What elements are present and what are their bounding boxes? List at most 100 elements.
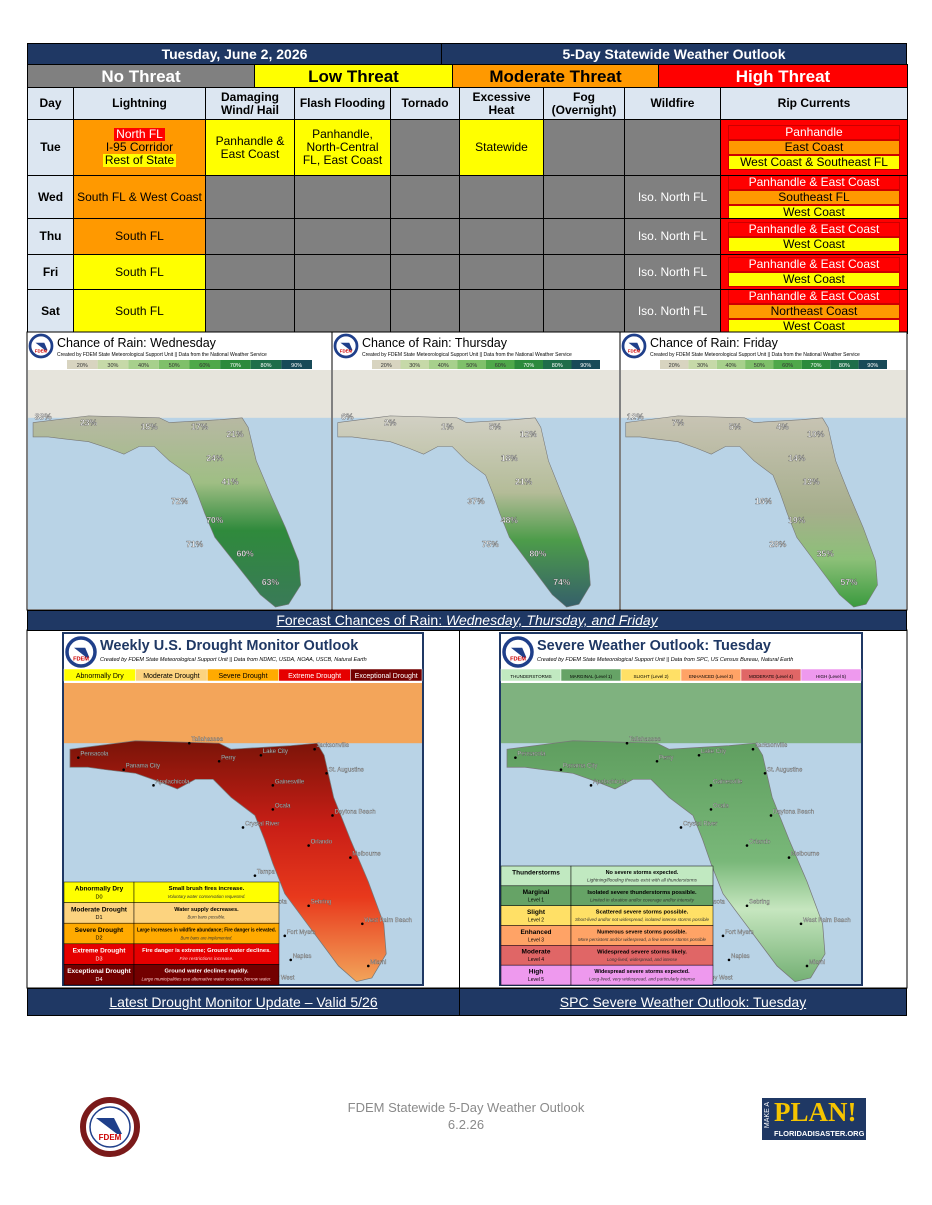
city-dot	[313, 747, 316, 751]
legend-label: 40%	[138, 363, 149, 369]
key-impact: Small brush fires increase.	[169, 886, 245, 892]
city-label: Panama City	[563, 764, 597, 770]
legend-swatch	[281, 360, 312, 369]
outlook-cell: Panhandle East Coast West Coast & Southeas…	[720, 119, 908, 176]
city-dot	[751, 747, 755, 751]
day-cell: Tue	[27, 119, 74, 176]
key-name: High	[529, 968, 543, 975]
legend-label: 60%	[199, 363, 210, 369]
city-label: Tampa	[695, 870, 714, 876]
legend-swatch	[745, 360, 774, 369]
outlook-cell	[543, 218, 625, 255]
legend-label: 70%	[230, 363, 241, 369]
rain-value: 14%	[788, 453, 805, 463]
cell-line: West Coast	[728, 272, 900, 287]
city-label: Perry	[659, 755, 673, 761]
city-label: Jacksonville	[317, 743, 350, 749]
legend-label: 60%	[782, 363, 793, 369]
land-north	[333, 370, 619, 418]
key-impact: Large increases in wildfire abundance; F…	[137, 927, 276, 933]
key-code: D4	[95, 977, 102, 983]
key-code: D0	[95, 894, 102, 900]
rain-map-credit: Created by FDEM State Meteorological Sup…	[57, 352, 267, 358]
outlook-cell	[205, 218, 295, 255]
key-name: Enhanced	[520, 929, 551, 936]
sea	[64, 683, 422, 984]
legend-label: 80%	[839, 363, 850, 369]
legend-label: 80%	[261, 363, 272, 369]
key-name-cell	[500, 905, 572, 926]
city-label: St. Augustine	[329, 767, 365, 773]
city-label: Tampa	[257, 870, 276, 876]
column-header: Damaging Wind/ Hail	[205, 87, 295, 120]
city-dot	[703, 980, 707, 983]
legend-label: HIGH (Level 5)	[816, 674, 847, 679]
legend-swatch	[716, 360, 746, 369]
outlook-cell: Statewide	[459, 119, 544, 176]
key-note: Voluntary water conservation requested.	[168, 894, 246, 899]
cell-line: West Coast & Southeast FL	[728, 155, 900, 170]
key-desc-cell	[133, 922, 280, 945]
rain-map-title: Chance of Rain: Thursday	[362, 336, 508, 350]
city-dot	[625, 741, 629, 745]
cell-line: West Coast	[728, 204, 900, 218]
outlook-cell	[294, 289, 391, 334]
legend-label: 90%	[291, 363, 302, 369]
cell-line: South FL	[115, 229, 164, 243]
legend-swatch	[773, 360, 802, 369]
key-code: D3	[95, 956, 102, 962]
legend-swatch	[560, 668, 622, 682]
key-desc-cell	[133, 881, 280, 903]
column-header: Lightning	[73, 87, 206, 120]
rain-value: 37%	[467, 496, 484, 506]
legend-swatch	[801, 360, 831, 369]
outlook-cell: South FL & West Coast	[73, 175, 206, 219]
rain-value: 74%	[553, 577, 570, 587]
city-label: St. Augustine	[767, 767, 803, 773]
footer-logo-inner	[89, 1106, 131, 1148]
key-impact: Ground water declines rapidly.	[165, 969, 250, 975]
city-label: Ocala	[713, 803, 729, 809]
key-note: More persistent and/or widespread, a few…	[578, 937, 707, 942]
rain-value: 80%	[529, 548, 546, 558]
land-north	[28, 370, 331, 418]
outlook-cell: Panhandle & East Coast West Coast	[720, 254, 908, 290]
rain-value: 2%	[384, 417, 397, 427]
city-dot	[805, 964, 809, 968]
outlook-cell	[543, 254, 625, 290]
city-label: Sarasota	[263, 900, 288, 906]
column-header: Tornado	[390, 87, 460, 120]
rain-value: 63%	[262, 577, 279, 587]
plan-url: FLORIDADISASTER.ORG	[774, 1129, 865, 1138]
cell-line: Southeast FL	[728, 189, 900, 205]
rain-value: 13%	[802, 477, 819, 487]
map-title: Severe Weather Outlook: Tuesday	[537, 638, 771, 654]
footer-date: 6.2.26	[447, 1117, 485, 1132]
outlook-cell	[459, 254, 544, 290]
city-dot	[763, 772, 767, 775]
city-dot	[188, 741, 191, 745]
key-impact: Numerous severe storms possible.	[597, 929, 687, 935]
day-cell: Wed	[27, 175, 74, 219]
key-name-cell	[63, 881, 135, 903]
land-north	[621, 370, 906, 418]
key-name-cell	[500, 945, 572, 966]
city-dot	[271, 808, 275, 811]
rain-value: 70%	[206, 515, 223, 525]
cell-line: Iso. North FL	[637, 229, 708, 243]
key-name-cell	[500, 885, 572, 906]
legend-swatch	[206, 668, 280, 682]
key-desc-cell	[570, 964, 714, 986]
rain-value: 75%	[482, 539, 499, 549]
city-label: Perry	[221, 755, 235, 761]
key-name-cell	[500, 964, 572, 986]
key-name: Moderate Drought	[71, 906, 128, 913]
key-impact: No severe storms expected.	[606, 870, 679, 876]
logo-state	[74, 647, 90, 658]
cell-line: West Coast	[728, 319, 900, 333]
city-dot	[589, 784, 593, 787]
city-label: Naples	[731, 954, 750, 960]
legend-swatch	[429, 360, 458, 369]
plan-logo: MAKE A PLAN! FLORIDADISASTER.ORG	[762, 1097, 866, 1140]
legend-swatch	[543, 360, 572, 369]
